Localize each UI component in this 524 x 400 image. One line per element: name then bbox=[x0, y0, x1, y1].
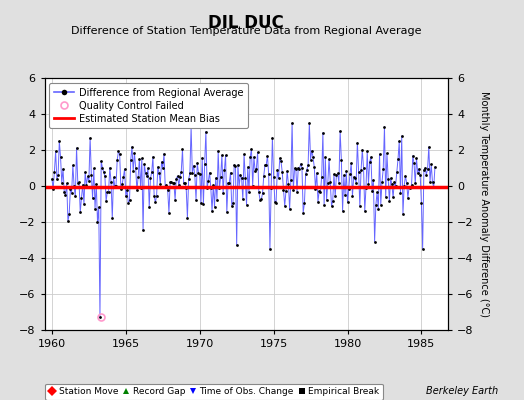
Text: DIL DUC: DIL DUC bbox=[209, 14, 284, 32]
Y-axis label: Monthly Temperature Anomaly Difference (°C): Monthly Temperature Anomaly Difference (… bbox=[479, 91, 489, 317]
Text: Difference of Station Temperature Data from Regional Average: Difference of Station Temperature Data f… bbox=[71, 26, 421, 36]
Legend: Station Move, Record Gap, Time of Obs. Change, Empirical Break: Station Move, Record Gap, Time of Obs. C… bbox=[45, 384, 383, 400]
Text: Berkeley Earth: Berkeley Earth bbox=[425, 386, 498, 396]
